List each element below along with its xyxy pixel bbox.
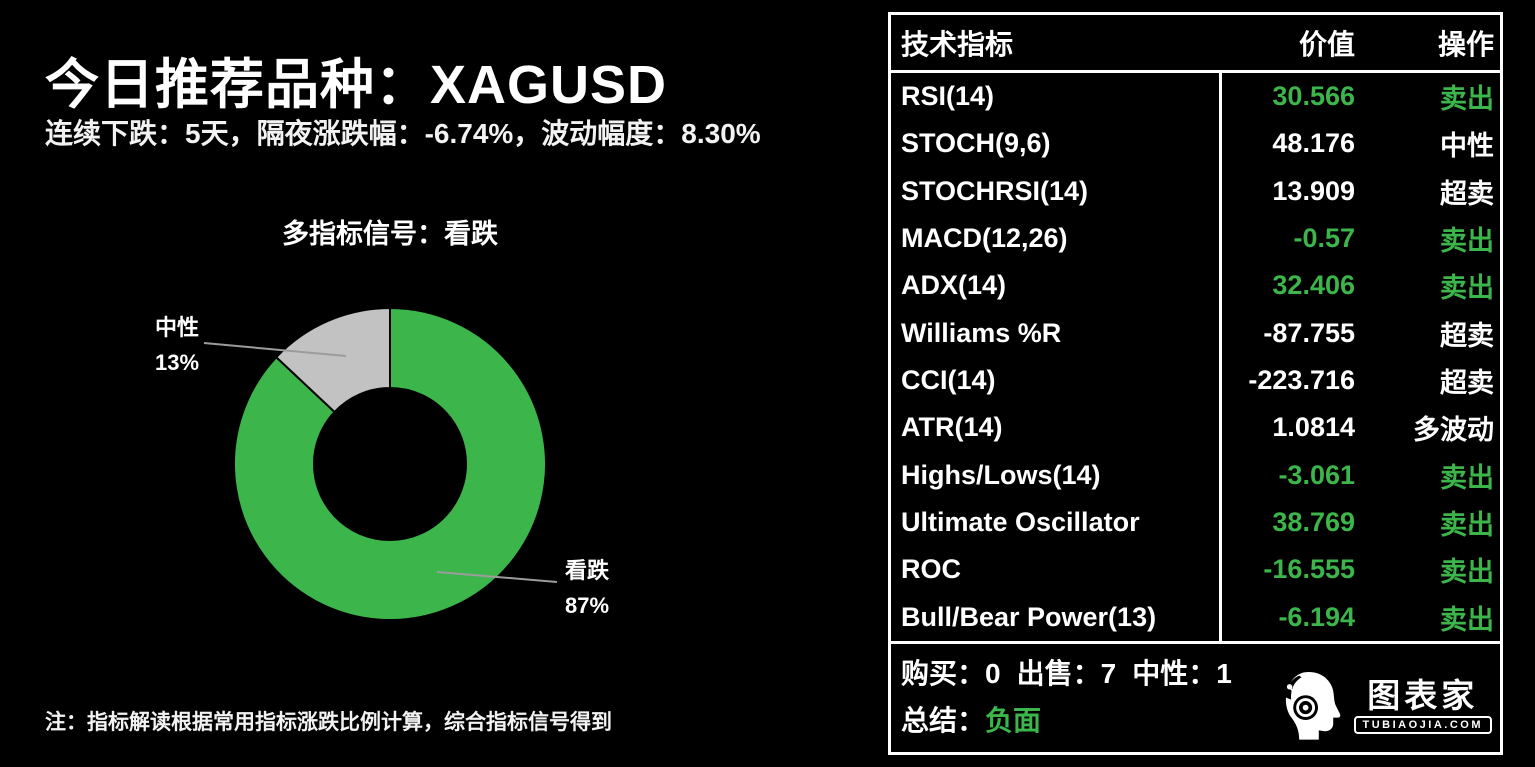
neutral-count: 1 [1216,658,1232,689]
indicator-action: 卖出 [1440,462,1494,493]
donut-slice [274,306,391,414]
indicator-name: MACD(12,26) [901,223,1068,254]
slice-label-pct: 87% [565,593,610,618]
indicator-action: 卖出 [1440,604,1494,635]
circuit-node-1 [1286,684,1292,690]
page-subtitle: 连续下跌：5天，隔夜涨跌幅：-6.74%，波动幅度：8.30% [45,118,761,149]
column-divider [1219,73,1222,641]
brand-logo: 图表家 TUBIAOJIA.COM [1280,670,1492,742]
slice-label-bearish: 看跌 87% [565,553,609,623]
indicator-value: 1.0814 [1272,412,1355,443]
sell-label: 出售： [1016,658,1101,689]
indicator-name: Highs/Lows(14) [901,459,1101,490]
indicator-name: Bull/Bear Power(13) [901,601,1157,632]
ear-cup-ring [1295,698,1315,718]
circuit-notch [1284,675,1302,700]
page-title: 今日推荐品种：XAGUSD [45,55,668,115]
col-value: 价值 [1298,28,1355,60]
indicator-name: STOCHRSI(14) [901,175,1089,206]
indicator-value: 48.176 [1272,128,1355,159]
indicator-value: 38.769 [1272,507,1355,538]
conclusion-line: 总结：负面 [901,697,1490,744]
indicator-value: -6.194 [1278,601,1355,632]
circuit-trace [1289,688,1295,693]
table-row: MACD(12,26) -0.57 卖出 [891,215,1500,262]
indicator-value: -16.555 [1263,554,1355,585]
indicator-name: Ultimate Oscillator [901,507,1140,538]
buy-count: 0 [985,658,1001,689]
indicator-action: 超卖 [1440,320,1494,351]
leader-line-neutral [203,342,347,357]
buy-count-group: 购买：0 [901,658,1001,689]
ear-cup-dot [1302,704,1308,711]
indicator-name: RSI(14) [901,81,995,112]
col-action: 操作 [1437,28,1494,60]
table-row: Bull/Bear Power(13) -6.194 卖出 [891,594,1500,641]
brand-domain: TUBIAOJIA.COM [1353,715,1492,734]
indicator-value: 30.566 [1272,81,1355,112]
brand-text-block: 图表家 TUBIAOJIA.COM [1353,676,1492,734]
indicator-value: 32.406 [1272,270,1355,301]
buy-label: 购买： [901,658,986,689]
indicator-action: 多波动 [1413,415,1494,446]
slice-label-name: 中性 [154,315,199,340]
indicator-value: -3.061 [1278,459,1355,490]
indicator-action: 卖出 [1440,510,1494,541]
indicator-value: -87.755 [1263,317,1355,348]
neutral-label: 中性： [1132,658,1217,689]
footnote: 注：指标解读根据常用指标涨跌比例计算，综合指标信号得到 [45,711,612,734]
indicator-name: ATR(14) [901,412,1003,443]
indicator-name: ROC [901,554,961,585]
table-header: 技术指标 价值 操作 [891,15,1500,73]
donut-chart [203,306,558,621]
table-row: ROC -16.555 卖出 [891,546,1500,593]
indicator-action: 卖出 [1440,226,1494,257]
indicator-name: STOCH(9,6) [901,128,1051,159]
indicator-value: -223.716 [1248,365,1355,396]
indicator-name: CCI(14) [901,365,996,396]
brand-name: 图表家 [1367,676,1479,714]
circuit-node-2 [1291,691,1298,697]
table-row: ADX(14) 32.406 卖出 [891,262,1500,309]
robot-head-icon [1284,671,1340,740]
table-row: STOCH(9,6) 48.176 中性 [891,120,1500,167]
donut-slices [233,306,547,621]
indicator-action: 超卖 [1440,178,1494,209]
table-row: ATR(14) 1.0814 多波动 [891,404,1500,451]
indicator-action: 中性 [1440,131,1494,162]
indicator-name: ADX(14) [901,270,1007,301]
table-row: STOCHRSI(14) 13.909 超卖 [891,168,1500,215]
table-row: Highs/Lows(14) -3.061 卖出 [891,452,1500,499]
conclusion-label: 总结： [901,705,986,736]
table-row: Ultimate Oscillator 38.769 卖出 [891,499,1500,546]
indicator-action: 卖出 [1440,557,1494,588]
table-row: CCI(14) -223.716 超卖 [891,357,1500,404]
sell-count: 7 [1100,658,1117,689]
indicator-rows: RSI(14) 30.566 卖出 STOCH(9,6) 48.176 中性 STOCHRS… [891,73,1500,641]
indicator-value: 13.909 [1272,175,1355,206]
neutral-count-group: 中性：1 [1132,658,1232,689]
chart-title: 多指标信号：看跌 [282,219,498,249]
indicator-table: 技术指标 价值 操作 RSI(14) 30.566 卖出 STOCH(9,6) 48.1… [888,12,1503,755]
slice-label-neutral: 中性 13% [137,310,217,380]
col-indicator: 技术指标 [901,28,1014,60]
table-row: Williams %R -87.755 超卖 [891,310,1500,357]
table-footer: 购买：0 出售：7 中性：1 总结：负面 图表家 TUBIA [891,641,1500,750]
conclusion-value: 负面 [985,705,1042,736]
table-row: RSI(14) 30.566 卖出 [891,73,1500,120]
indicator-action: 超卖 [1440,368,1494,399]
slice-label-name: 看跌 [565,558,610,583]
indicator-action: 卖出 [1440,84,1494,115]
indicator-value: -0.57 [1293,223,1355,254]
indicator-name: Williams %R [901,317,1062,348]
signal-counts: 购买：0 出售：7 中性：1 [901,650,1490,697]
indicator-action: 卖出 [1440,273,1494,304]
donut-slice [233,306,547,621]
leader-line-bearish [436,571,558,583]
slice-label-pct: 13% [154,350,200,375]
sell-count-group: 出售：7 [1017,658,1117,689]
